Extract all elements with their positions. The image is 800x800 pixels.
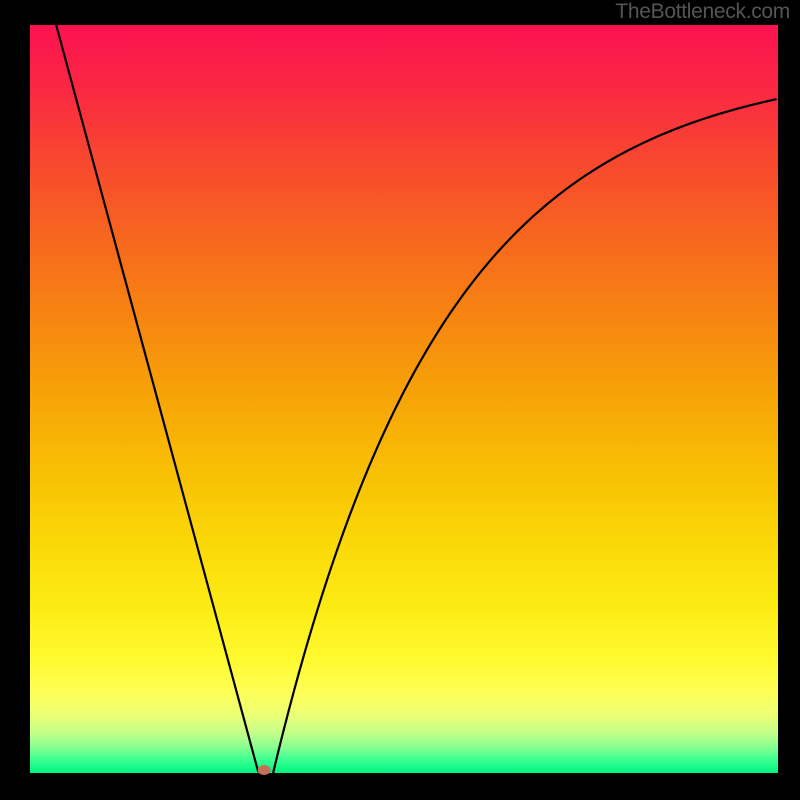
watermark-text: TheBottleneck.com [615,0,790,24]
plot-background [30,25,778,773]
optimum-marker [258,766,270,775]
bottleneck-chart: TheBottleneck.com [0,0,800,800]
chart-svg [0,0,800,800]
